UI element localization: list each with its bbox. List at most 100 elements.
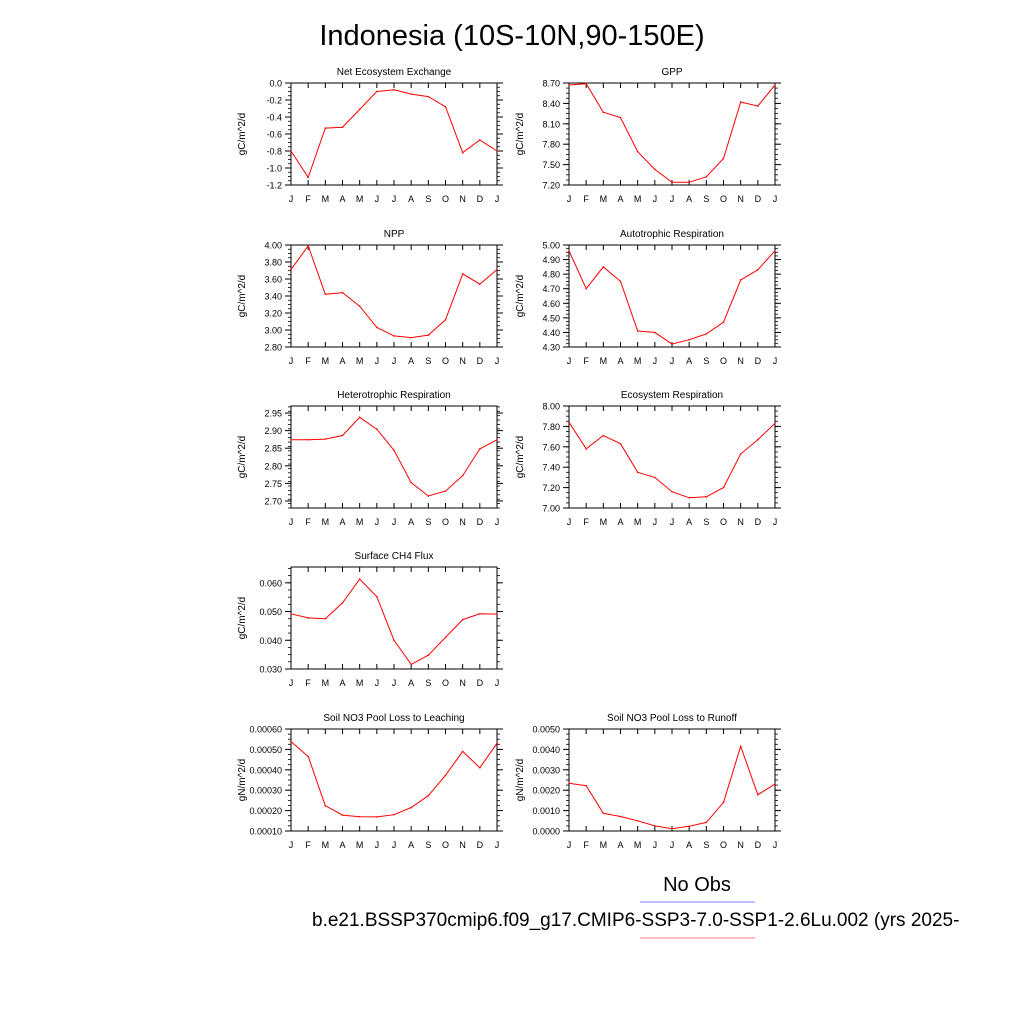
x-tick-label: M [356,517,364,527]
y-tick-label: 2.80 [264,461,282,471]
x-tick-label: J [670,840,675,850]
x-tick-label: M [356,678,364,688]
data-point [774,422,776,425]
x-tick-label: A [339,517,345,527]
x-tick-label: D [477,356,484,366]
data-point [358,108,361,111]
y-tick-label: 2.70 [264,496,282,506]
data-point [307,755,309,758]
data-point [427,794,430,797]
x-tick-label: M [322,840,330,850]
y-tick-label: 2.90 [264,426,282,436]
y-tick-label: 0.0040 [532,745,560,755]
x-tick-label: N [459,840,466,850]
x-tick-label: D [477,517,484,527]
data-point [290,740,292,743]
data-point [705,333,708,335]
data-point [568,250,570,252]
plot-frame [568,405,776,509]
x-tick-label: N [737,517,744,527]
y-tick-label: 2.75 [264,479,282,489]
x-tick-label: A [339,356,345,366]
x-tick-label: F [583,356,589,366]
y-tick-label: 4.00 [264,241,282,251]
x-tick-label: F [305,840,311,850]
data-point [324,617,327,620]
figure-title: Indonesia (10S-10N,90-150E) [319,20,704,52]
y-tick-label: 3.00 [264,326,282,336]
legend-obs-label: No Obs [663,874,731,896]
data-point [358,305,361,308]
data-point [654,825,656,827]
data-point [341,291,344,294]
data-point [496,613,498,615]
panel-title: Net Ecosystem Exchange [337,67,452,78]
data-point [688,497,690,499]
x-tick-label: M [634,194,642,204]
x-tick-label: O [720,840,727,850]
data-point [393,449,395,452]
data-point [568,421,570,424]
x-tick-label: D [755,517,762,527]
x-tick-label: A [408,517,414,527]
data-point [602,812,605,815]
x-tick-label: J [653,194,658,204]
data-point [341,434,344,437]
data-point [774,250,776,252]
data-point [496,268,498,271]
x-tick-label: M [322,194,330,204]
y-tick-label: -1.0 [266,164,282,174]
x-tick-label: J [567,194,572,204]
plot-frame [290,405,498,509]
panel-title: Soil NO3 Pool Loss to Runoff [607,713,737,724]
plot-frame [290,244,498,348]
y-tick-label: 0.050 [259,607,282,617]
x-tick-label: D [477,194,484,204]
y-axis-label: gN/m^2/d [237,759,248,802]
data-point [307,438,309,441]
y-tick-label: 0.0000 [532,827,560,837]
data-point [290,438,292,441]
data-point [290,613,292,615]
x-tick-label: J [773,840,778,850]
data-point [290,268,292,271]
x-tick-label: N [459,356,466,366]
x-tick-label: O [720,194,727,204]
data-point [376,428,378,431]
data-point [376,816,378,818]
data-point [619,442,622,445]
y-tick-label: 4.60 [542,299,560,309]
x-tick-label: M [322,678,330,688]
data-point [341,126,344,128]
y-tick-label: 7.40 [542,463,560,473]
data-point [585,82,587,85]
x-tick-label: F [305,678,311,688]
data-point [636,820,639,822]
y-tick-label: 2.95 [264,409,282,419]
y-axis-label: gN/m^2/d [515,759,526,802]
x-tick-label: J [392,678,397,688]
y-tick-label: 3.20 [264,309,282,319]
y-axis-label: gC/m^2/d [237,597,248,640]
series-line [290,89,498,179]
x-tick-label: J [495,517,500,527]
y-tick-label: 7.80 [542,140,560,150]
y-tick-label: 7.50 [542,160,560,170]
data-point [705,821,708,824]
y-tick-label: -0.8 [266,147,282,157]
data-point [722,801,725,804]
data-point [757,438,759,441]
data-point [774,84,776,86]
x-tick-label: O [442,194,449,204]
data-point [461,474,464,477]
x-tick-label: A [686,517,692,527]
data-point [444,319,447,321]
x-tick-label: J [653,517,658,527]
x-tick-label: J [670,356,675,366]
x-tick-label: N [737,840,744,850]
data-point [410,806,412,809]
series-line [290,741,498,818]
